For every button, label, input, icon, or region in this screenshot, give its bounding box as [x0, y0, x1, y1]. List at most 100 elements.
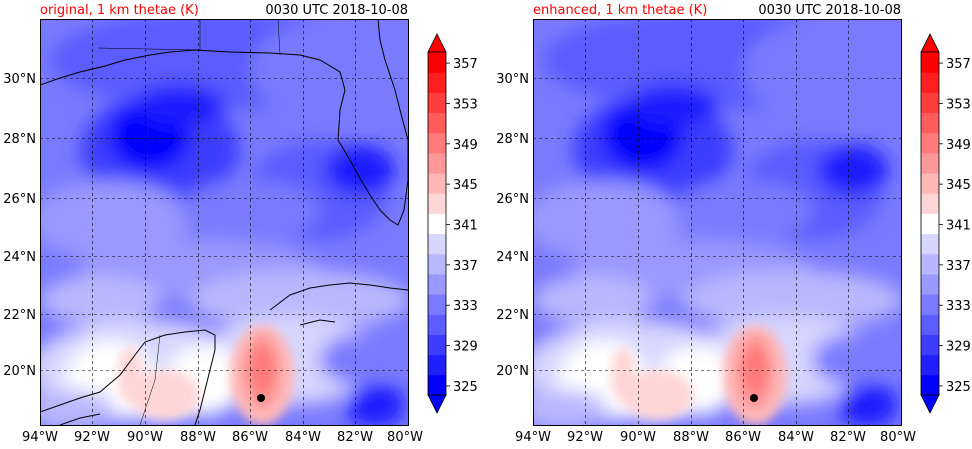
colorbar-segment: [428, 253, 446, 275]
colorbar-segment: [428, 294, 446, 315]
thetae-field-enhanced: [533, 19, 901, 425]
panel-timestamp: 0030 UTC 2018-10-08: [758, 3, 901, 18]
colorbar-segment: [921, 374, 939, 396]
colorbar-segment: [428, 193, 446, 214]
colorbar-tick-label: 325: [946, 380, 971, 395]
coastlines-original: [40, 19, 408, 425]
map-frame: [533, 19, 902, 426]
storm-center-marker: [750, 394, 758, 402]
lat-tick-label: 20°N: [3, 364, 36, 379]
colorbar-extend-max: [427, 33, 447, 53]
colorbar-segment: [921, 314, 939, 335]
colorbar-tick-label: 353: [453, 97, 478, 112]
colorbar-tick-label: 345: [946, 178, 971, 193]
colorbar-segment: [428, 132, 446, 154]
longitude-tick-labels: 94°W 92°W 90°W 88°W 86°W 84°W 82°W 80°W: [22, 430, 423, 445]
colorbar-extend-min: [920, 394, 940, 414]
colorbar-tick-label: 325: [453, 380, 478, 395]
gridlines-enhanced: [533, 19, 901, 425]
lat-tick-label: 30°N: [3, 72, 36, 87]
lon-tick-label: 90°W: [620, 430, 656, 445]
colorbar-segment: [921, 52, 939, 73]
colorbar-tick-label: 329: [453, 340, 478, 355]
map-panel-enhanced: enhanced, 1 km thetae (K) 0030 UTC 2018-…: [496, 3, 916, 445]
lat-tick-label: 24°N: [496, 250, 529, 265]
lat-tick-label: 22°N: [3, 308, 36, 323]
lon-tick-label: 92°W: [567, 430, 603, 445]
colorbar-segment: [921, 132, 939, 154]
colorbar-tick-label: 349: [453, 138, 478, 153]
colorbar-segment: [428, 233, 446, 255]
colorbar-segment: [921, 334, 939, 356]
colorbar-segment: [428, 354, 446, 376]
storm-center-marker: [257, 394, 265, 402]
map-frame: [40, 19, 409, 426]
lat-tick-label: 26°N: [496, 192, 529, 207]
colorbar-segment: [428, 112, 446, 134]
colorbar-tick-label: 341: [453, 219, 478, 234]
colorbar-outline: [920, 51, 940, 396]
colorbar-segment: [921, 152, 939, 174]
colorbar-enhanced: 325 329 333 337 341 345 349 353 357: [920, 33, 971, 414]
panel-title: enhanced, 1 km thetae (K): [533, 3, 707, 18]
colorbar-segment: [428, 273, 446, 295]
lon-tick-label: 84°W: [285, 430, 321, 445]
colorbar-segment: [428, 374, 446, 396]
lat-tick-label: 20°N: [496, 364, 529, 379]
colorbar-outline: [427, 51, 447, 396]
colorbar-segment: [921, 213, 939, 235]
colorbar-segment: [921, 354, 939, 376]
map-panel-original: original, 1 km thetae (K) 0030 UTC 2018-…: [3, 3, 423, 445]
lon-tick-label: 86°W: [725, 430, 761, 445]
colorbar-original: 325 329 333 337 341 345 349 353 357: [427, 33, 478, 414]
lon-tick-label: 94°W: [22, 430, 58, 445]
colorbar-extend-max: [920, 33, 940, 53]
lon-tick-label: 88°W: [180, 430, 216, 445]
colorbar-segment: [428, 72, 446, 93]
panel-title: original, 1 km thetae (K): [40, 3, 199, 18]
lon-tick-label: 88°W: [673, 430, 709, 445]
colorbar-extend-min: [427, 394, 447, 414]
colorbar-tick-label: 329: [946, 340, 971, 355]
lon-tick-label: 92°W: [74, 430, 110, 445]
longitude-tick-labels: 94°W 92°W 90°W 88°W 86°W 84°W 82°W 80°W: [515, 430, 916, 445]
colorbar-tick-label: 345: [453, 178, 478, 193]
colorbar-tick-label: 357: [946, 57, 971, 72]
colorbar-segment: [428, 213, 446, 235]
lon-tick-label: 90°W: [127, 430, 163, 445]
lat-tick-label: 26°N: [3, 192, 36, 207]
colorbar-tick-label: 353: [946, 97, 971, 112]
colorbar-tick-label: 337: [946, 259, 971, 274]
colorbar-segment: [921, 253, 939, 275]
colorbar-segment: [428, 334, 446, 356]
lon-tick-label: 82°W: [830, 430, 866, 445]
colorbar-segment: [921, 273, 939, 295]
colorbar-segment: [921, 92, 939, 114]
lon-tick-label: 80°W: [880, 430, 916, 445]
lon-tick-label: 86°W: [232, 430, 268, 445]
thetae-field-original: [40, 19, 408, 425]
colorbar-segment: [428, 152, 446, 174]
latitude-tick-labels: 30°N 28°N 26°N 24°N 22°N 20°N: [496, 72, 529, 379]
colorbar-tick-label: 349: [946, 138, 971, 153]
colorbar-segment: [428, 92, 446, 114]
lon-tick-label: 82°W: [337, 430, 373, 445]
colorbar-segment: [921, 112, 939, 134]
lat-tick-label: 30°N: [496, 72, 529, 87]
lon-tick-label: 84°W: [778, 430, 814, 445]
colorbar-segment: [921, 233, 939, 255]
colorbar-segment: [921, 173, 939, 194]
colorbar-tick-label: 341: [946, 219, 971, 234]
lat-tick-label: 22°N: [496, 308, 529, 323]
colorbar-tick-label: 357: [453, 57, 478, 72]
colorbar-segment: [921, 193, 939, 214]
borders-original: [97, 19, 281, 425]
lat-tick-label: 28°N: [3, 132, 36, 147]
colorbar-segment: [428, 314, 446, 335]
lon-tick-label: 94°W: [515, 430, 551, 445]
colorbar-segment: [921, 294, 939, 315]
latitude-tick-labels: 30°N 28°N 26°N 24°N 22°N 20°N: [3, 72, 36, 379]
colorbar-tick-label: 333: [453, 299, 478, 314]
colorbar-segment: [428, 52, 446, 73]
